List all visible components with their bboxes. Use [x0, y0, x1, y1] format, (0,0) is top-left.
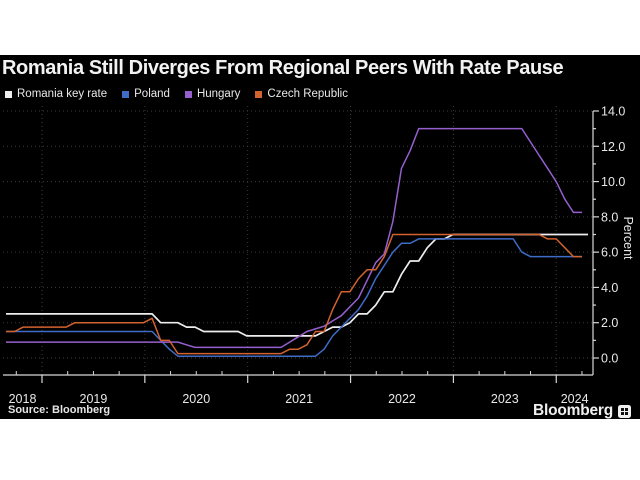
legend-label-hungary: Hungary — [196, 88, 241, 100]
legend-item-romania: Romania key rate — [5, 88, 107, 100]
legend-item-czech: Czech Republic — [255, 88, 348, 100]
chart-title: Romania Still Diverges From Regional Pee… — [2, 57, 564, 79]
legend-label-romania: Romania key rate — [17, 88, 108, 100]
chart-panel — [0, 55, 640, 419]
bloomberg-logo-icon — [618, 404, 631, 418]
poland-series-swatch-icon — [122, 90, 130, 98]
chart-legend: Romania key rate Poland Hungary Czech Re… — [5, 88, 348, 100]
legend-label-czech: Czech Republic — [267, 88, 348, 100]
legend-label-poland: Poland — [134, 88, 170, 100]
bloomberg-wordmark: Bloomberg — [532, 402, 613, 419]
romania-series-swatch-icon — [5, 90, 12, 98]
czech-series-swatch-icon — [255, 90, 263, 98]
hungary-series-swatch-icon — [184, 90, 192, 98]
legend-item-hungary: Hungary — [184, 88, 241, 100]
legend-item-poland: Poland — [122, 88, 170, 100]
bloomberg-brand: Bloomberg — [533, 402, 631, 420]
source-credit: Source: Bloomberg — [8, 404, 111, 416]
